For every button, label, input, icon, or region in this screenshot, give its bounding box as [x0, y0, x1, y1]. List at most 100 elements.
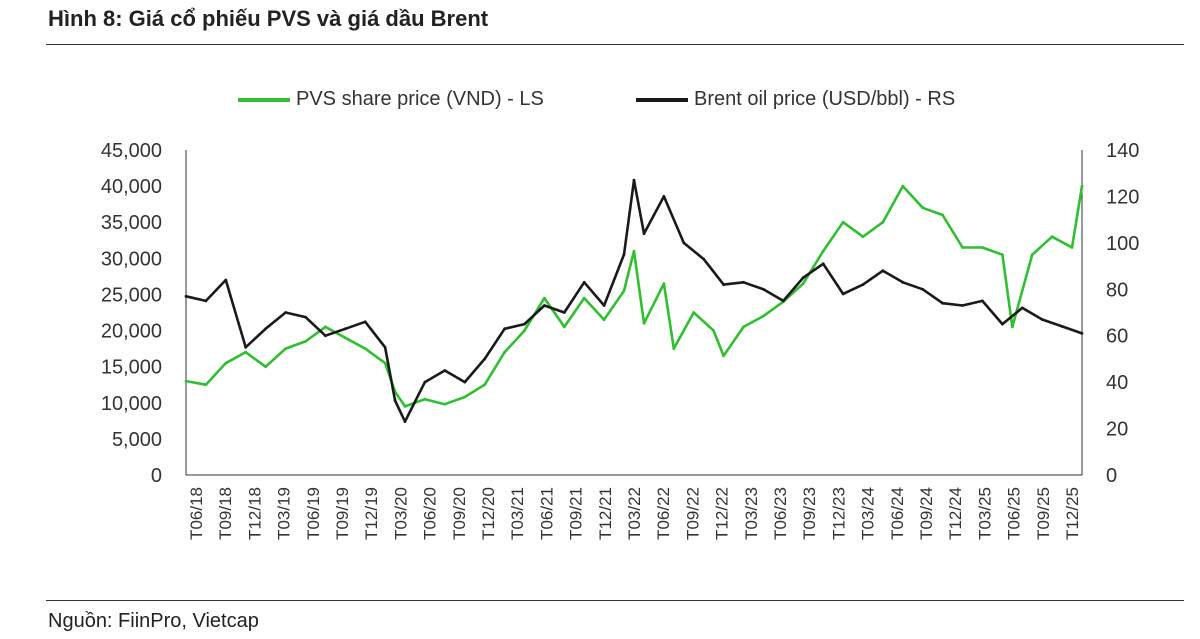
y-right-tick-label: 100 — [1106, 233, 1139, 255]
brent-price-point — [403, 420, 407, 423]
brent-price-point — [343, 327, 347, 331]
brent-price-point — [762, 287, 765, 291]
pvs-price-point — [692, 311, 696, 314]
y-right-tick-label: 80 — [1106, 279, 1128, 301]
pvs-price-point — [443, 402, 447, 406]
top-divider — [46, 44, 1184, 45]
pvs-price-point — [632, 249, 636, 253]
dual-axis-line-chart: 0 5,000 10,000 15,000 20,000 25,000 30,000 35,0… — [101, 140, 1140, 540]
y-left-tick-label: 35,000 — [101, 212, 162, 234]
pvs-price-point — [602, 318, 606, 322]
x-tick-label: T12/19 — [362, 487, 381, 540]
brent-price-point — [961, 304, 964, 307]
x-tick-label: T03/19 — [275, 487, 294, 540]
brent-price-point — [483, 357, 487, 361]
x-tick-label: T03/23 — [742, 487, 761, 540]
brent-price-point — [284, 311, 287, 314]
x-tick-label: T06/23 — [771, 487, 790, 540]
pvs-price-line — [185, 184, 1084, 408]
brent-price-point — [1080, 332, 1084, 335]
pvs-price-point — [383, 361, 387, 365]
y-right-tick-label: 120 — [1106, 186, 1139, 208]
brent-price-point — [682, 241, 686, 245]
pvs-price-point — [324, 325, 327, 329]
pvs-price-point — [244, 350, 248, 354]
pvs-price-point — [921, 206, 925, 210]
x-tick-label: T12/18 — [245, 487, 264, 540]
x-tick-label: T06/20 — [421, 487, 440, 540]
pvs-price-point — [622, 289, 626, 293]
pvs-price-point — [503, 350, 506, 354]
legend-item-brent: Brent oil price (USD/bbl) - RS — [636, 88, 955, 111]
x-tick-label: T03/20 — [391, 487, 410, 540]
brent-price-point — [543, 304, 546, 307]
legend-label-pvs: PVS share price (VND) - LS — [296, 88, 544, 110]
pvs-price-point — [742, 325, 745, 329]
brent-price-point — [941, 301, 944, 305]
legend-swatch-pvs — [238, 97, 290, 102]
brent-price-point — [463, 380, 467, 384]
pvs-price-point — [1010, 325, 1014, 329]
pvs-price-point — [1001, 253, 1004, 257]
brent-price-point — [1040, 318, 1044, 321]
brent-price-point — [582, 280, 586, 284]
brent-price-point — [642, 232, 646, 236]
pvs-price-point — [363, 347, 367, 350]
y-left-tick-label: 30,000 — [101, 248, 162, 270]
x-tick-label: T03/22 — [625, 487, 644, 540]
x-tick-label: T09/25 — [1034, 487, 1053, 540]
brent-price-point — [304, 315, 307, 319]
legend-item-pvs: PVS share price (VND) - LS — [238, 88, 544, 111]
x-tick-label: T12/22 — [713, 487, 732, 540]
pvs-price-point — [284, 347, 287, 350]
brent-price-point — [244, 345, 248, 349]
brent-price-point — [184, 294, 188, 298]
brent-price-point — [383, 345, 387, 349]
x-tick-label: T09/22 — [683, 487, 702, 540]
pvs-price-point — [722, 354, 725, 358]
brent-price-point — [662, 195, 666, 198]
brent-price-point — [503, 327, 506, 331]
brent-price-point — [602, 304, 606, 307]
pvs-price-point — [543, 296, 546, 300]
pvs-price-point — [961, 246, 964, 249]
brent-price-point — [363, 320, 367, 324]
x-tick-label: T12/24 — [946, 487, 965, 540]
x-tick-label: T03/21 — [508, 487, 527, 540]
brent-price-point — [821, 262, 825, 266]
x-tick-label: T09/19 — [333, 487, 352, 540]
x-tick-label: T06/24 — [888, 487, 907, 540]
y-left-tick-label: 20,000 — [101, 321, 162, 343]
brent-price-point — [393, 399, 397, 403]
legend-label-brent: Brent oil price (USD/bbl) - RS — [694, 88, 956, 110]
pvs-price-point — [1030, 253, 1034, 257]
brent-price-point — [981, 299, 984, 303]
y-left-tick-label: 15,000 — [101, 357, 162, 379]
brent-price-line — [185, 178, 1083, 423]
pvs-price-point — [204, 383, 208, 387]
brent-price-point — [1060, 325, 1064, 328]
y-left-tick-label: 5,000 — [112, 429, 162, 451]
legend-swatch-brent — [636, 97, 688, 102]
y-left-tick-label: 25,000 — [101, 284, 162, 306]
pvs-price-point — [523, 329, 526, 332]
y-right-tick-label: 40 — [1106, 372, 1128, 394]
x-tick-label: T09/18 — [216, 487, 235, 540]
y-right-tick-label: 20 — [1106, 419, 1128, 441]
x-tick-label: T03/25 — [975, 487, 994, 540]
x-tick-label: T12/20 — [479, 487, 498, 540]
brent-price-point — [742, 280, 745, 284]
y-right-tick-label: 0 — [1106, 465, 1117, 487]
pvs-price-point — [343, 336, 347, 340]
pvs-price-point — [762, 314, 765, 318]
brent-price-point — [801, 276, 805, 280]
pvs-price-point — [463, 395, 467, 399]
pvs-price-point — [423, 397, 427, 401]
brent-price-point — [324, 334, 327, 338]
brent-price-point — [523, 322, 526, 326]
x-tick-label: T06/22 — [654, 487, 673, 540]
pvs-price-point — [981, 246, 984, 249]
x-tick-label: T06/25 — [1005, 487, 1024, 540]
x-tick-label: T12/25 — [1063, 487, 1082, 540]
brent-price-point — [423, 380, 427, 384]
